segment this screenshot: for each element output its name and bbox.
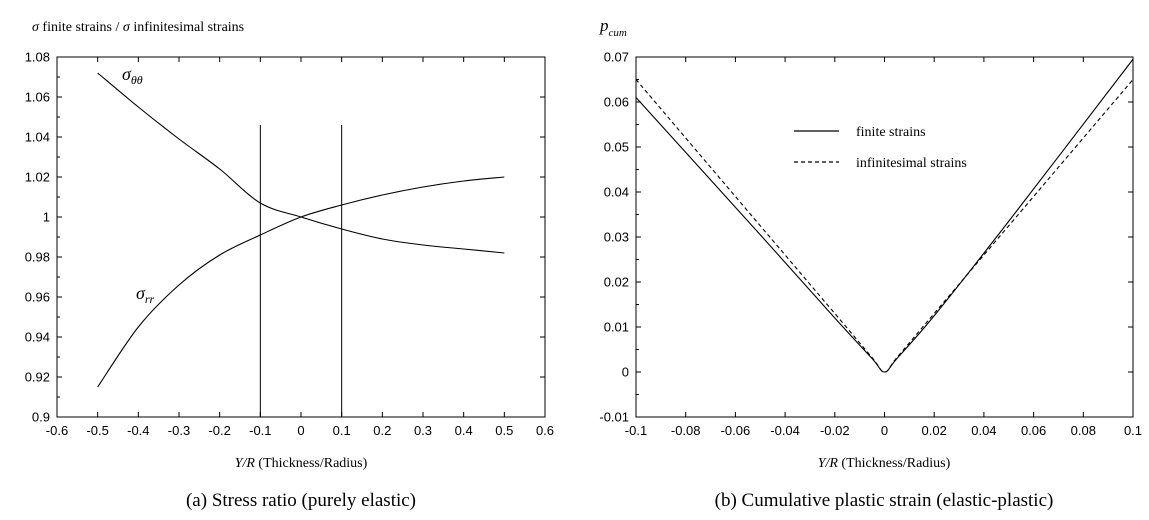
x-tick-label: -0.1 [625, 423, 647, 438]
x-tick-label: 0.08 [1071, 423, 1096, 438]
x-tick-label: -0.06 [721, 423, 751, 438]
x-tick-label: 0.04 [971, 423, 996, 438]
x-tick-label: -0.2 [208, 423, 230, 438]
x-tick-label: 0 [297, 423, 304, 438]
series-line-0 [97, 72, 505, 254]
y-tick-label: 0.04 [604, 185, 629, 200]
x-tick-label: -0.08 [671, 423, 701, 438]
chart-a-title: σ finite strains / σ infinitesimal strai… [32, 20, 244, 35]
x-tick-label: -0.02 [820, 423, 850, 438]
legend-finite-label: finite strains [856, 125, 926, 140]
chart-b-x-axis: -0.1 -0.08 -0.06 -0.04 -0.02 0 0.02 0.04 0.06 0.0… [625, 57, 1142, 438]
chart-a-y-axis: 0.9 0.92 0.94 0.96 0.98 1 1.02 1.04 1.06 1.08 [25, 50, 545, 425]
series-line-1 [97, 176, 505, 388]
x-tick-label: 0 [881, 423, 888, 438]
y-tick-label: 0.03 [604, 230, 629, 245]
y-tick-label: 0.94 [25, 330, 50, 345]
x-tick-label: 0.1 [1124, 423, 1142, 438]
x-tick-label: 0.4 [455, 423, 473, 438]
chart-a-series [97, 72, 505, 388]
x-tick-label: 0.02 [922, 423, 947, 438]
chart-b-title: pcum [599, 16, 627, 39]
x-tick-label: 0.2 [373, 423, 391, 438]
chart-b-legend: finite strains infinitesimal strains [794, 125, 967, 171]
x-tick-label: -0.6 [46, 423, 68, 438]
chart-a-x-label: Y/R (Thickness/Radius) [235, 456, 368, 471]
y-tick-label: 0.02 [604, 275, 629, 290]
x-tick-label: 0.6 [536, 423, 554, 438]
y-tick-label: 1.02 [25, 170, 50, 185]
chart-a-series-label-theta: σθθ [122, 64, 143, 87]
y-tick-label: 0.92 [25, 370, 50, 385]
chart-b: pcum -0.1 -0.08 -0.06 -0.04 -0.02 0 0.02 0.04 0.… [599, 16, 1142, 511]
y-tick-label: 0.96 [25, 290, 50, 305]
chart-b-caption: (b) Cumulative plastic strain (elastic-p… [715, 490, 1054, 511]
chart-a-frame [56, 56, 546, 418]
chart-b-y-axis: -0.01 0 0.01 0.02 0.03 0.04 0.05 0.06 0.07 [599, 50, 1133, 425]
y-tick-label: 1 [43, 210, 50, 225]
chart-b-frame [635, 56, 1134, 418]
x-tick-label: 0.5 [495, 423, 513, 438]
y-tick-label: 0.05 [604, 140, 629, 155]
chart-a-series-label-rr: σrr [136, 283, 155, 306]
y-tick-label: 0.9 [32, 410, 50, 425]
legend-infinitesimal-label: infinitesimal strains [856, 156, 967, 171]
y-tick-label: 0.98 [25, 250, 50, 265]
x-tick-label: 0.06 [1021, 423, 1046, 438]
chart-a-caption: (a) Stress ratio (purely elastic) [186, 490, 416, 511]
y-tick-label: 0.07 [604, 50, 629, 65]
series-line-1 [635, 79, 1134, 373]
y-tick-label: 1.04 [25, 130, 50, 145]
chart-a: σ finite strains / σ infinitesimal strai… [25, 20, 554, 511]
x-tick-label: -0.1 [249, 423, 271, 438]
chart-a-reference-lines [259, 125, 343, 417]
x-tick-label: 0.1 [333, 423, 351, 438]
chart-a-x-axis: -0.6 -0.5 -0.4 -0.3 -0.2 -0.1 0 0.1 0.2 0.3 0.4 0.5… [46, 57, 554, 438]
x-tick-label: 0.3 [414, 423, 432, 438]
y-tick-label: 1.06 [25, 90, 50, 105]
y-tick-label: 0 [622, 365, 629, 380]
series-line-0 [635, 58, 1134, 373]
chart-b-x-label: Y/R (Thickness/Radius) [818, 456, 951, 471]
x-tick-label: -0.5 [86, 423, 108, 438]
chart-b-series [635, 58, 1134, 373]
y-tick-label: 1.08 [25, 50, 50, 65]
x-tick-label: -0.4 [127, 423, 149, 438]
x-tick-label: -0.04 [770, 423, 800, 438]
y-tick-label: 0.01 [604, 320, 629, 335]
y-tick-label: -0.01 [599, 410, 629, 425]
y-tick-label: 0.06 [604, 95, 629, 110]
x-tick-label: -0.3 [168, 423, 190, 438]
